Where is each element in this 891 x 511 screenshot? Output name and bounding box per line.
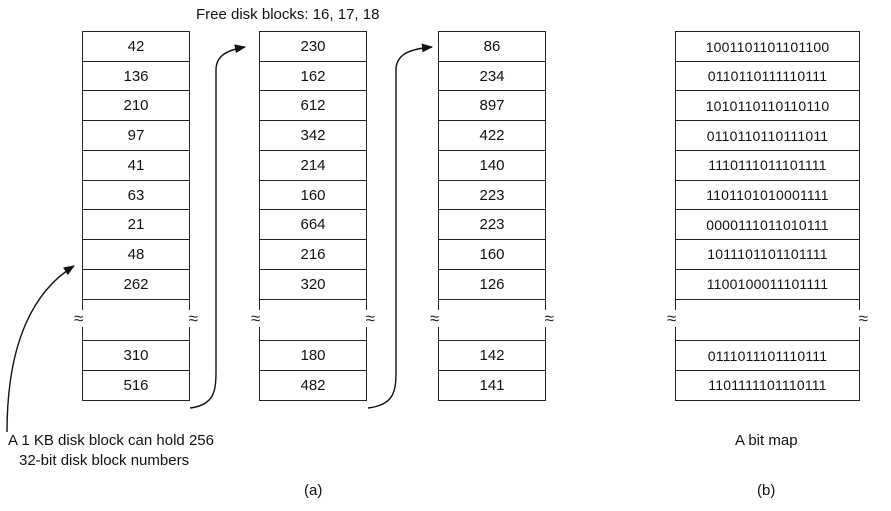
block-number-cell: 422 bbox=[438, 120, 546, 152]
bitmap-row-cell: 0110110110111011 bbox=[675, 120, 860, 152]
break-symbol-left: ≈ bbox=[430, 309, 440, 329]
caption-b: (b) bbox=[757, 482, 776, 499]
break-symbol-left: ≈ bbox=[667, 309, 677, 329]
block-number-cell: 86 bbox=[438, 31, 546, 62]
break-symbol-right: ≈ bbox=[365, 309, 375, 329]
bitmap-row-cell: 1001101101101100 bbox=[675, 31, 860, 62]
free-list-block-3: 86 234 897 422 140 223 223 160 126 ≈ ≈142 141 bbox=[430, 31, 554, 401]
link-arrow-block2-to-block3 bbox=[367, 43, 434, 409]
block-number-cell: 63 bbox=[82, 179, 190, 211]
block-number-cell: 97 bbox=[82, 120, 190, 152]
break-symbol-right: ≈ bbox=[544, 309, 554, 329]
block-number-cell: 126 bbox=[438, 268, 546, 300]
omitted-entries-gap: ≈ ≈ bbox=[667, 298, 868, 342]
bitmap-column: 1001101101101100 0110110111110111 10101101… bbox=[667, 31, 868, 401]
bitmap-row-cell: 1110111011101111 bbox=[675, 149, 860, 181]
block-number-cell: 612 bbox=[259, 90, 367, 122]
free-list-block-2: 230 162 612 342 214 160 664 216 320 ≈ ≈180 482 bbox=[251, 31, 375, 401]
break-symbol-left: ≈ bbox=[74, 309, 84, 329]
block-number-cell: 230 bbox=[259, 31, 367, 62]
block-number-cell: 162 bbox=[259, 60, 367, 92]
bitmap-row-cell: 0111011101110111 bbox=[675, 340, 860, 372]
block-number-cell: 234 bbox=[438, 60, 546, 92]
bitmap-caption: A bit map bbox=[735, 432, 798, 449]
bitmap-row-cell: 1101101010001111 bbox=[675, 179, 860, 211]
bitmap-row-cell: 0000111011010111 bbox=[675, 209, 860, 241]
block-number-cell: 482 bbox=[259, 369, 367, 401]
free-list-block-1: 42 136 210 97 41 63 21 48 262 ≈ ≈310 516 bbox=[74, 31, 198, 401]
omitted-entries-gap: ≈ ≈ bbox=[74, 298, 198, 342]
bitmap-row-cell: 1100100011101111 bbox=[675, 268, 860, 300]
block-number-cell: 310 bbox=[82, 340, 190, 372]
block-number-cell: 216 bbox=[259, 238, 367, 270]
block-number-cell: 262 bbox=[82, 268, 190, 300]
bitmap-row-cell: 1101111101110111 bbox=[675, 369, 860, 401]
block-number-cell: 21 bbox=[82, 209, 190, 241]
break-symbol-right: ≈ bbox=[188, 309, 198, 329]
block-number-cell: 136 bbox=[82, 60, 190, 92]
block-number-cell: 41 bbox=[82, 149, 190, 181]
caption-a: (a) bbox=[304, 482, 323, 499]
block-number-cell: 516 bbox=[82, 369, 190, 401]
omitted-entries-gap: ≈ ≈ bbox=[251, 298, 375, 342]
block-number-cell: 342 bbox=[259, 120, 367, 152]
block-number-cell: 320 bbox=[259, 268, 367, 300]
bitmap-row-cell: 1011101101101111 bbox=[675, 238, 860, 270]
annotation-arrow bbox=[6, 265, 75, 433]
omitted-entries-gap: ≈ ≈ bbox=[430, 298, 554, 342]
break-symbol-right: ≈ bbox=[858, 309, 868, 329]
block-number-cell: 160 bbox=[438, 238, 546, 270]
block-number-cell: 223 bbox=[438, 179, 546, 211]
free-blocks-caption: Free disk blocks: 16, 17, 18 bbox=[196, 6, 380, 23]
block-number-cell: 141 bbox=[438, 369, 546, 401]
annotation-line-2: 32-bit disk block numbers bbox=[19, 452, 190, 469]
break-symbol-left: ≈ bbox=[251, 309, 261, 329]
link-arrow-block1-to-block2 bbox=[189, 44, 247, 409]
bitmap-row-cell: 1010110110110110 bbox=[675, 90, 860, 122]
annotation-line-1: A 1 KB disk block can hold 256 bbox=[8, 432, 214, 449]
block-number-cell: 897 bbox=[438, 90, 546, 122]
block-number-cell: 160 bbox=[259, 179, 367, 211]
